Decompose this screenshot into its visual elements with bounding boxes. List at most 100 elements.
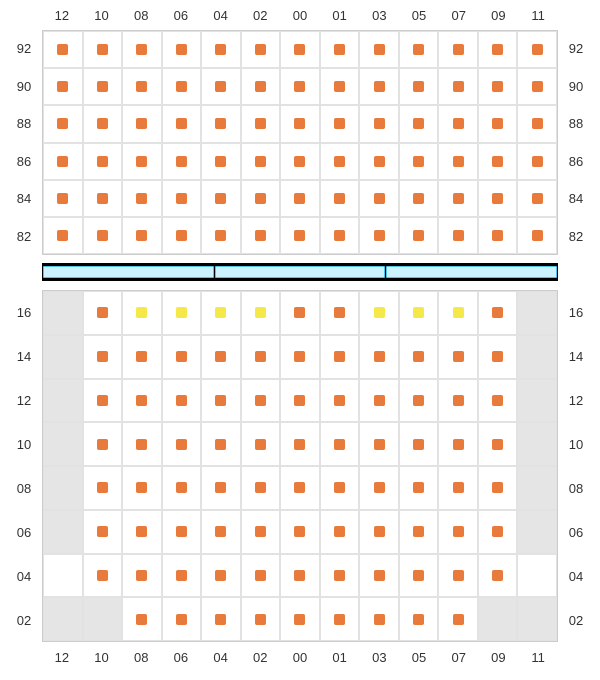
seat-cell[interactable]	[399, 217, 439, 254]
seat-cell[interactable]	[399, 379, 439, 423]
seat-cell[interactable]	[122, 105, 162, 142]
seat-cell[interactable]	[280, 466, 320, 510]
seat-cell[interactable]	[517, 180, 557, 217]
seat-cell[interactable]	[201, 554, 241, 598]
seat-cell[interactable]	[359, 422, 399, 466]
seat-cell[interactable]	[359, 291, 399, 335]
seat-cell[interactable]	[320, 143, 360, 180]
seat-cell[interactable]	[83, 31, 123, 68]
seat-cell[interactable]	[162, 379, 202, 423]
seat-cell[interactable]	[201, 105, 241, 142]
seat-cell[interactable]	[43, 68, 83, 105]
seat-cell[interactable]	[438, 291, 478, 335]
seat-cell[interactable]	[478, 68, 518, 105]
seat-cell[interactable]	[43, 105, 83, 142]
seat-cell[interactable]	[83, 466, 123, 510]
seat-cell[interactable]	[280, 105, 320, 142]
seat-cell[interactable]	[280, 554, 320, 598]
seat-cell[interactable]	[438, 422, 478, 466]
seat-cell[interactable]	[201, 597, 241, 641]
seat-cell[interactable]	[122, 466, 162, 510]
seat-cell[interactable]	[478, 31, 518, 68]
seat-cell[interactable]	[83, 379, 123, 423]
seat-cell[interactable]	[399, 291, 439, 335]
seat-cell[interactable]	[478, 422, 518, 466]
seat-cell[interactable]	[359, 68, 399, 105]
seat-cell[interactable]	[399, 180, 439, 217]
seat-cell[interactable]	[162, 143, 202, 180]
seat-cell[interactable]	[399, 510, 439, 554]
seat-cell[interactable]	[280, 597, 320, 641]
seat-cell[interactable]	[478, 105, 518, 142]
seat-cell[interactable]	[201, 291, 241, 335]
seat-cell[interactable]	[241, 291, 281, 335]
seat-cell[interactable]	[122, 422, 162, 466]
seat-cell[interactable]	[122, 554, 162, 598]
seat-cell[interactable]	[438, 105, 478, 142]
seat-cell[interactable]	[122, 335, 162, 379]
seat-cell[interactable]	[359, 510, 399, 554]
seat-cell[interactable]	[399, 554, 439, 598]
seat-cell[interactable]	[478, 466, 518, 510]
seat-cell[interactable]	[359, 597, 399, 641]
seat-cell[interactable]	[399, 143, 439, 180]
seat-cell[interactable]	[478, 217, 518, 254]
seat-cell[interactable]	[280, 510, 320, 554]
seat-cell[interactable]	[280, 143, 320, 180]
seat-cell[interactable]	[280, 217, 320, 254]
seat-cell[interactable]	[83, 143, 123, 180]
seat-cell[interactable]	[517, 217, 557, 254]
seat-cell[interactable]	[438, 31, 478, 68]
seat-cell[interactable]	[83, 217, 123, 254]
seat-cell[interactable]	[201, 143, 241, 180]
seat-cell[interactable]	[122, 217, 162, 254]
seat-cell[interactable]	[83, 68, 123, 105]
seat-cell[interactable]	[241, 422, 281, 466]
seat-cell[interactable]	[399, 422, 439, 466]
seat-cell[interactable]	[399, 31, 439, 68]
seat-cell[interactable]	[162, 597, 202, 641]
seat-cell[interactable]	[122, 291, 162, 335]
seat-cell[interactable]	[201, 217, 241, 254]
seat-cell[interactable]	[201, 31, 241, 68]
seat-cell[interactable]	[399, 105, 439, 142]
seat-cell[interactable]	[162, 510, 202, 554]
seat-cell[interactable]	[320, 68, 360, 105]
seat-cell[interactable]	[162, 180, 202, 217]
seat-cell[interactable]	[43, 217, 83, 254]
seat-cell[interactable]	[517, 68, 557, 105]
seat-cell[interactable]	[122, 31, 162, 68]
seat-cell[interactable]	[320, 422, 360, 466]
seat-cell[interactable]	[320, 105, 360, 142]
seat-cell[interactable]	[280, 422, 320, 466]
seat-cell[interactable]	[399, 466, 439, 510]
seat-cell[interactable]	[399, 335, 439, 379]
seat-cell[interactable]	[241, 510, 281, 554]
seat-cell[interactable]	[320, 510, 360, 554]
seat-cell[interactable]	[320, 31, 360, 68]
seat-cell[interactable]	[83, 422, 123, 466]
seat-cell[interactable]	[320, 335, 360, 379]
seat-cell[interactable]	[320, 554, 360, 598]
seat-cell[interactable]	[241, 335, 281, 379]
seat-cell[interactable]	[280, 379, 320, 423]
seat-cell[interactable]	[320, 466, 360, 510]
seat-cell[interactable]	[359, 143, 399, 180]
seat-cell[interactable]	[122, 180, 162, 217]
seat-cell[interactable]	[122, 597, 162, 641]
seat-cell[interactable]	[43, 31, 83, 68]
seat-cell[interactable]	[162, 291, 202, 335]
seat-cell[interactable]	[517, 143, 557, 180]
seat-cell[interactable]	[162, 217, 202, 254]
seat-cell[interactable]	[241, 217, 281, 254]
seat-cell[interactable]	[241, 68, 281, 105]
seat-cell[interactable]	[43, 180, 83, 217]
seat-cell[interactable]	[478, 335, 518, 379]
seat-cell[interactable]	[517, 105, 557, 142]
seat-cell[interactable]	[162, 105, 202, 142]
seat-cell[interactable]	[280, 68, 320, 105]
seat-cell[interactable]	[201, 379, 241, 423]
seat-cell[interactable]	[438, 143, 478, 180]
seat-cell[interactable]	[438, 335, 478, 379]
seat-cell[interactable]	[359, 379, 399, 423]
